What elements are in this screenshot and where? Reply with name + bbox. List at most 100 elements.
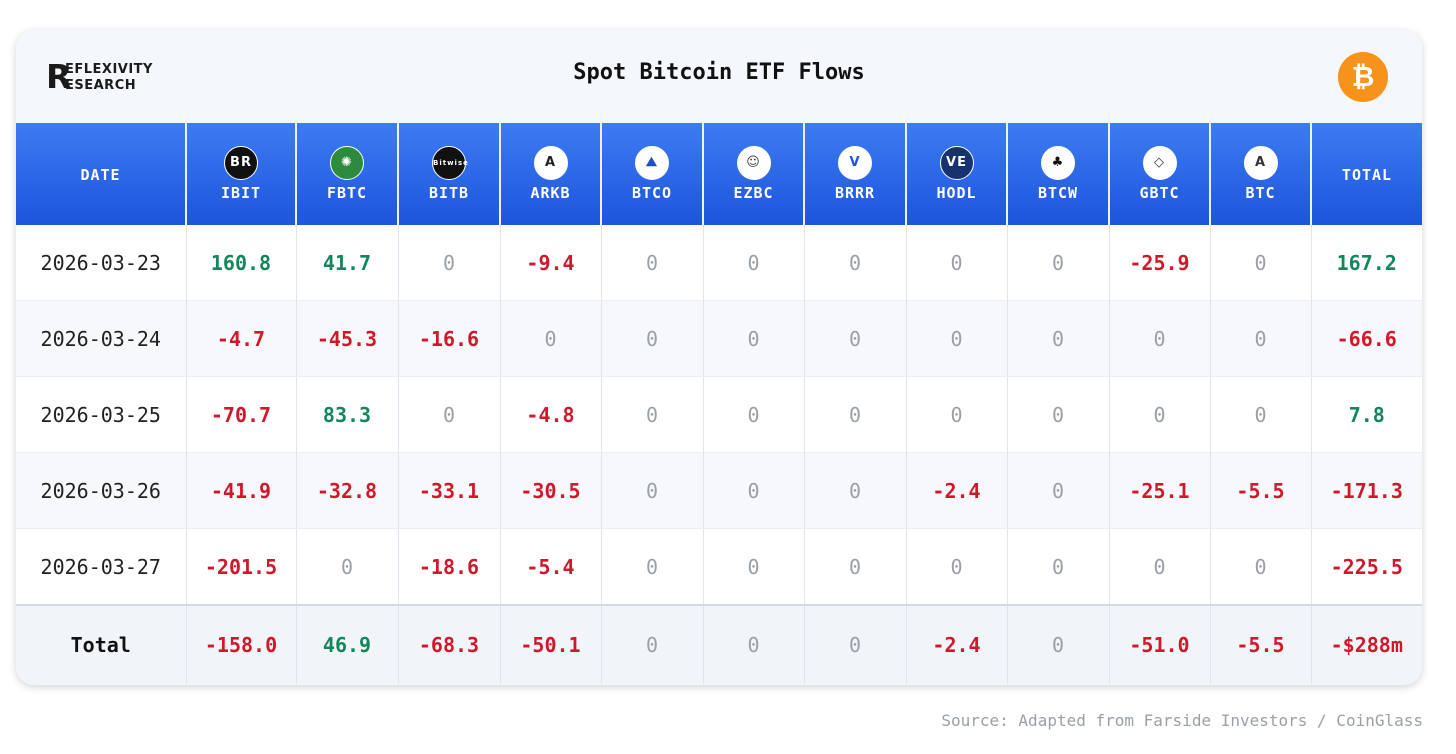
flow-cell: 0 xyxy=(601,528,704,606)
flow-cell: 0 xyxy=(906,225,1008,301)
table-row: 2026-03-23 160.8 41.7 0 -9.4 0 0 0 0 0 -25.9 0 167.2 xyxy=(16,225,1422,301)
franklin-icon: ☺ xyxy=(736,146,771,180)
flow-cell: 41.7 xyxy=(296,225,399,301)
flow-cell: 0 xyxy=(703,376,805,453)
grayscale-mini-icon: A xyxy=(1243,146,1278,180)
column-label: GBTC xyxy=(1139,184,1180,202)
flow-cell: 0 xyxy=(1109,376,1211,453)
column-label: BTCO xyxy=(631,184,673,202)
flow-cell: 160.8 xyxy=(186,225,297,301)
ark-icon: A xyxy=(533,146,568,180)
flow-cell: -4.8 xyxy=(500,376,602,453)
column-header-ezbc: ☺ EZBC xyxy=(703,123,805,225)
flow-cell: 0 xyxy=(703,528,805,606)
column-header-fbtc: ✺ FBTC xyxy=(296,123,399,225)
total-cell: -158.0 xyxy=(186,604,297,684)
flow-cell: 0 xyxy=(1210,225,1312,301)
column-header-btcw: ♣ BTCW xyxy=(1007,123,1110,225)
column-header-arkb: A ARKB xyxy=(500,123,602,225)
bitcoin-icon: ₿ xyxy=(1338,52,1388,102)
flow-cell: -5.5 xyxy=(1210,452,1312,529)
flow-cell: 0 xyxy=(601,300,704,377)
column-header-date: DATE xyxy=(16,123,187,225)
column-header-btco: ⛰ BTCO xyxy=(601,123,704,225)
logo-letter: R xyxy=(46,57,72,96)
column-label: BTC xyxy=(1245,184,1276,202)
flow-cell: 7.8 xyxy=(1311,376,1422,453)
flow-cell: 0 xyxy=(1210,528,1312,606)
flow-cell: -18.6 xyxy=(398,528,501,606)
flow-cell: 0 xyxy=(1007,528,1110,606)
column-label: BTCW xyxy=(1037,184,1079,202)
column-header-btc: A BTC xyxy=(1210,123,1312,225)
flow-cell: -25.9 xyxy=(1109,225,1211,301)
flow-cell: 0 xyxy=(1210,300,1312,377)
total-label: Total xyxy=(16,604,187,684)
grayscale-icon: ◇ xyxy=(1142,146,1177,180)
column-label: BITB xyxy=(428,184,470,202)
logo-line-1: EFLEXIVITY xyxy=(65,62,153,77)
column-label: BRRR xyxy=(834,184,876,202)
flow-cell: 0 xyxy=(703,225,805,301)
flow-cell: 0 xyxy=(296,528,399,606)
date-cell: 2026-03-27 xyxy=(16,528,187,606)
total-cell: 0 xyxy=(601,604,704,684)
flow-cell: 0 xyxy=(804,300,907,377)
column-label: EZBC xyxy=(733,184,774,202)
total-row: Total -158.0 46.9 -68.3 -50.1 0 0 0 -2.4 0 -51.0 -5… xyxy=(16,604,1422,684)
column-label: TOTAL xyxy=(1341,166,1393,184)
column-header-hodl: VE HODL xyxy=(906,123,1008,225)
flow-cell: -9.4 xyxy=(500,225,602,301)
flow-cell: -25.1 xyxy=(1109,452,1211,529)
total-cell: -$288m xyxy=(1311,604,1422,684)
date-cell: 2026-03-24 xyxy=(16,300,187,377)
total-cell: 0 xyxy=(804,604,907,684)
flow-cell: -70.7 xyxy=(186,376,297,453)
flow-cell: -2.4 xyxy=(906,452,1008,529)
flow-cell: 0 xyxy=(1007,225,1110,301)
flow-cell: 0 xyxy=(1109,300,1211,377)
flow-cell: 0 xyxy=(804,376,907,453)
valkyrie-icon: V xyxy=(838,146,872,180)
page-title: Spot Bitcoin ETF Flows xyxy=(573,60,865,85)
flow-cell: -16.6 xyxy=(398,300,501,377)
flow-cell: 0 xyxy=(703,300,805,377)
column-label: ARKB xyxy=(530,184,571,202)
source-note: Source: Adapted from Farside Investors /… xyxy=(941,711,1423,730)
flow-cell: 0 xyxy=(1210,376,1312,453)
etf-flows-card: R EFLEXIVITY ESEARCH Spot Bitcoin ETF Fl… xyxy=(16,30,1422,685)
flow-cell: 0 xyxy=(601,225,704,301)
flow-cell: 0 xyxy=(500,300,602,377)
flow-cell: 0 xyxy=(804,225,907,301)
fidelity-icon: ✺ xyxy=(330,146,364,180)
flow-cell: 0 xyxy=(906,528,1008,606)
flow-cell: 0 xyxy=(906,376,1008,453)
logo-line-2: ESEARCH xyxy=(65,78,137,93)
flow-cell: 0 xyxy=(601,376,704,453)
flow-cell: 0 xyxy=(1007,300,1110,377)
column-header-ibit: BR IBIT xyxy=(186,123,297,225)
table-row: 2026-03-27 -201.5 0 -18.6 -5.4 0 0 0 0 0 0 0 -225.5 xyxy=(16,528,1422,606)
table-row: 2026-03-25 -70.7 83.3 0 -4.8 0 0 0 0 0 0 0 7.8 xyxy=(16,376,1422,453)
flow-cell: 0 xyxy=(906,300,1008,377)
blackrock-icon: BR xyxy=(224,146,258,180)
table-header-row: DATE BR IBIT ✺ FBTC Bitwise BITB A ARKB ⛰ BTCO ☺ EZB… xyxy=(16,123,1422,225)
vaneck-icon: VE xyxy=(939,146,974,180)
flow-cell: -45.3 xyxy=(296,300,399,377)
flow-cell: -225.5 xyxy=(1311,528,1422,606)
flow-cell: 0 xyxy=(1109,528,1211,606)
table-row: 2026-03-26 -41.9 -32.8 -33.1 -30.5 0 0 0 -2.4 0 -2… xyxy=(16,452,1422,529)
table-row: 2026-03-24 -4.7 -45.3 -16.6 0 0 0 0 0 0 0 0 -66.6 xyxy=(16,300,1422,377)
flow-cell: -32.8 xyxy=(296,452,399,529)
total-cell: -50.1 xyxy=(500,604,602,684)
flows-table: DATE BR IBIT ✺ FBTC Bitwise BITB A ARKB ⛰ BTCO ☺ EZB… xyxy=(16,123,1422,684)
total-cell: 46.9 xyxy=(296,604,399,684)
date-cell: 2026-03-26 xyxy=(16,452,187,529)
flow-cell: 167.2 xyxy=(1311,225,1422,301)
flow-cell: 0 xyxy=(601,452,704,529)
column-header-bitb: Bitwise BITB xyxy=(398,123,501,225)
flow-cell: -66.6 xyxy=(1311,300,1422,377)
flow-cell: 0 xyxy=(703,452,805,529)
flow-cell: -41.9 xyxy=(186,452,297,529)
total-cell: -68.3 xyxy=(398,604,501,684)
